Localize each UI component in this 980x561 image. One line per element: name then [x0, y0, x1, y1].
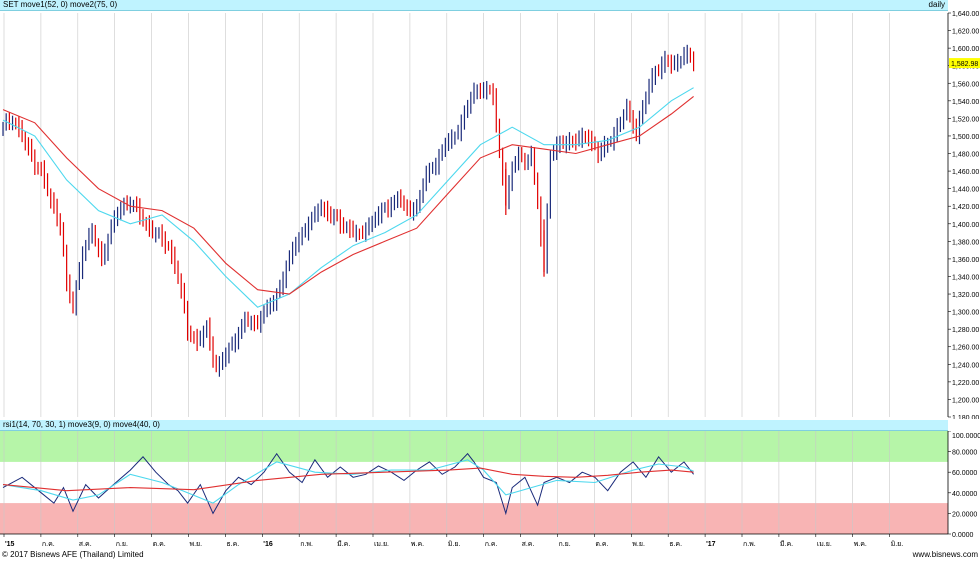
x-tick-label: มิ.ย.: [448, 540, 461, 548]
y-tick-label: 0.0000: [952, 532, 974, 539]
oversold-zone: [0, 503, 948, 534]
y-tick-label: 1,560.00: [952, 81, 979, 88]
move3-line: [2, 459, 694, 504]
price-chart: 1,180.00 1,200.00 1,220.00 1,240.00 1,260.00…: [2, 11, 980, 419]
x-tick-label: พ.ค.: [411, 541, 424, 548]
x-tick-label: ก.พ.: [743, 541, 756, 548]
rsi-chart-header: rsi1(14, 70, 30, 1) move3(9, 0) move4(40…: [0, 420, 948, 431]
x-tick-label: ก.ย.: [116, 541, 128, 548]
last-price-badge: [949, 58, 980, 69]
y-tick-label: 40.0000: [952, 491, 977, 498]
x-tick-label: เม.ย.: [817, 541, 832, 548]
x-tick-label: พ.ย.: [632, 541, 645, 548]
y-tick-label: 1,500.00: [952, 134, 979, 141]
x-tick-label: ก.พ.: [300, 541, 313, 548]
x-tick-label: ธ.ค.: [669, 541, 682, 548]
x-tick-label: เม.ย.: [374, 541, 389, 548]
price-chart-title: SET move1(52, 0) move2(75, 0): [3, 0, 118, 9]
y-tick-label: 80.0000: [952, 450, 977, 457]
x-tick-label: ส.ค.: [522, 541, 535, 548]
y-tick-label: 1,480.00: [952, 152, 979, 159]
x-tick-label: '15: [5, 541, 15, 548]
y-tick-label: 1,600.00: [952, 46, 979, 53]
overbought-zone: [0, 431, 948, 462]
x-tick-label: ก.ย.: [559, 541, 571, 548]
y-tick-label: 1,400.00: [952, 222, 979, 229]
rsi-chart-title: rsi1(14, 70, 30, 1) move3(9, 0) move4(40…: [3, 420, 160, 429]
y-tick-label: 60.0000: [952, 470, 977, 477]
last-price-label: 1,582.98: [951, 61, 978, 68]
y-tick-label: 1,220.00: [952, 380, 979, 387]
copyright-text: © 2017 Bisnews AFE (Thailand) Limited: [2, 550, 144, 559]
y-tick-label: 1,240.00: [952, 362, 979, 369]
rsi1-line: [2, 452, 694, 516]
y-tick-label: 20.0000: [952, 511, 977, 518]
x-tick-label: มี.ค.: [337, 540, 350, 548]
website-link[interactable]: www.bisnews.com: [912, 550, 978, 559]
rsi-chart: 0.0000 20.0000 40.0000 60.0000 80.0000 100.00…: [0, 431, 980, 548]
x-tick-label: ต.ค.: [153, 541, 166, 548]
x-tick-label: พ.ย.: [190, 541, 203, 548]
y-tick-label: 1,360.00: [952, 257, 979, 264]
x-tick-label: '17: [706, 541, 716, 548]
x-tick-label: ก.ค.: [485, 541, 498, 548]
y-tick-label: 100.0000: [952, 433, 980, 440]
x-tick-label: มิ.ย.: [891, 540, 904, 548]
y-tick-label: 1,320.00: [952, 292, 979, 299]
x-tick-label: ธ.ค.: [226, 541, 239, 548]
move4-line: [2, 467, 694, 492]
x-tick-label: ก.ค.: [42, 541, 55, 548]
y-tick-label: 1,620.00: [952, 29, 979, 36]
y-tick-label: 1,300.00: [952, 310, 979, 317]
ma75-line: [2, 95, 694, 295]
y-tick-label: 1,640.00: [952, 11, 979, 18]
y-tick-label: 1,440.00: [952, 187, 979, 194]
period-label: daily: [928, 0, 945, 9]
price-chart-header: SET move1(52, 0) move2(75, 0) daily: [0, 0, 948, 11]
y-tick-label: 1,340.00: [952, 274, 979, 281]
x-tick-label: '16: [263, 541, 273, 548]
y-tick-label: 1,280.00: [952, 327, 979, 334]
x-tick-label: มี.ค.: [780, 540, 793, 548]
y-tick-label: 1,180.00: [952, 415, 979, 419]
y-tick-label: 1,540.00: [952, 99, 979, 106]
y-tick-label: 1,380.00: [952, 239, 979, 246]
x-tick-label: พ.ค.: [854, 541, 867, 548]
y-tick-label: 1,520.00: [952, 116, 979, 123]
y-tick-label: 1,260.00: [952, 345, 979, 352]
x-tick-label: ต.ค.: [595, 541, 608, 548]
y-tick-label: 1,460.00: [952, 169, 979, 176]
x-tick-label: ส.ค.: [79, 541, 92, 548]
y-tick-label: 1,200.00: [952, 397, 979, 404]
y-tick-label: 1,420.00: [952, 204, 979, 211]
ma52-line: [2, 87, 694, 308]
